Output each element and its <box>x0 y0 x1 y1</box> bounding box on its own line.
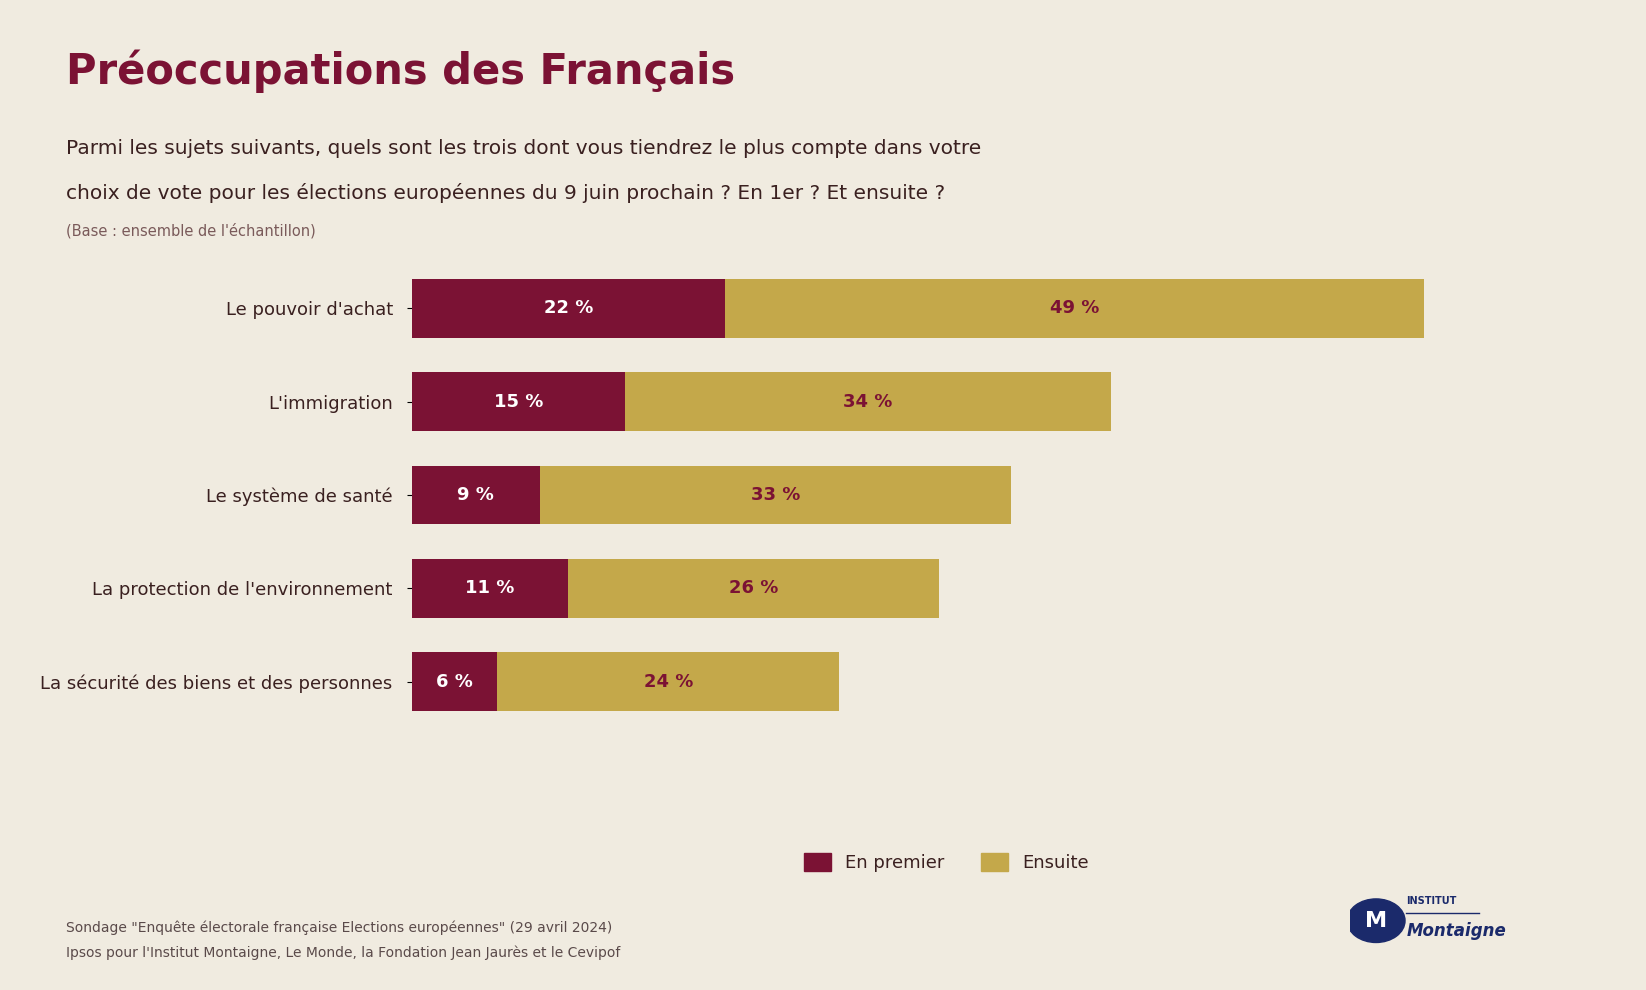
Bar <box>625 372 1111 431</box>
Text: 33 %: 33 % <box>751 486 800 504</box>
Text: 24 %: 24 % <box>644 673 693 691</box>
Bar <box>412 279 726 338</box>
Bar <box>412 652 497 711</box>
Text: (Base : ensemble de l'échantillon): (Base : ensemble de l'échantillon) <box>66 223 316 239</box>
Text: 6 %: 6 % <box>436 673 472 691</box>
Bar <box>412 559 568 618</box>
Text: 22 %: 22 % <box>543 299 593 317</box>
Text: Parmi les sujets suivants, quels sont les trois dont vous tiendrez le plus compt: Parmi les sujets suivants, quels sont le… <box>66 139 981 157</box>
Legend: En premier, Ensuite: En premier, Ensuite <box>803 852 1090 872</box>
Text: INSTITUT: INSTITUT <box>1406 896 1457 906</box>
Text: Ipsos pour l'Institut Montaigne, Le Monde, la Fondation Jean Jaurès et le Cevipo: Ipsos pour l'Institut Montaigne, Le Mond… <box>66 945 621 960</box>
Text: 49 %: 49 % <box>1050 299 1100 317</box>
Bar <box>497 652 839 711</box>
Bar <box>568 559 940 618</box>
Text: Préoccupations des Français: Préoccupations des Français <box>66 50 736 93</box>
Text: Sondage "Enquête électorale française Elections européennes" (29 avril 2024): Sondage "Enquête électorale française El… <box>66 921 612 936</box>
Circle shape <box>1346 899 1406 942</box>
Text: M: M <box>1365 911 1388 931</box>
Text: 9 %: 9 % <box>458 486 494 504</box>
Bar <box>412 465 540 525</box>
Bar <box>540 465 1011 525</box>
Bar <box>726 279 1424 338</box>
Text: Montaigne: Montaigne <box>1406 922 1506 940</box>
Bar <box>412 372 625 431</box>
Text: 11 %: 11 % <box>466 579 515 597</box>
Text: 26 %: 26 % <box>729 579 779 597</box>
Text: choix de vote pour les élections européennes du 9 juin prochain ? En 1er ? Et en: choix de vote pour les élections europée… <box>66 183 945 203</box>
Text: 15 %: 15 % <box>494 393 543 411</box>
Text: 34 %: 34 % <box>843 393 892 411</box>
